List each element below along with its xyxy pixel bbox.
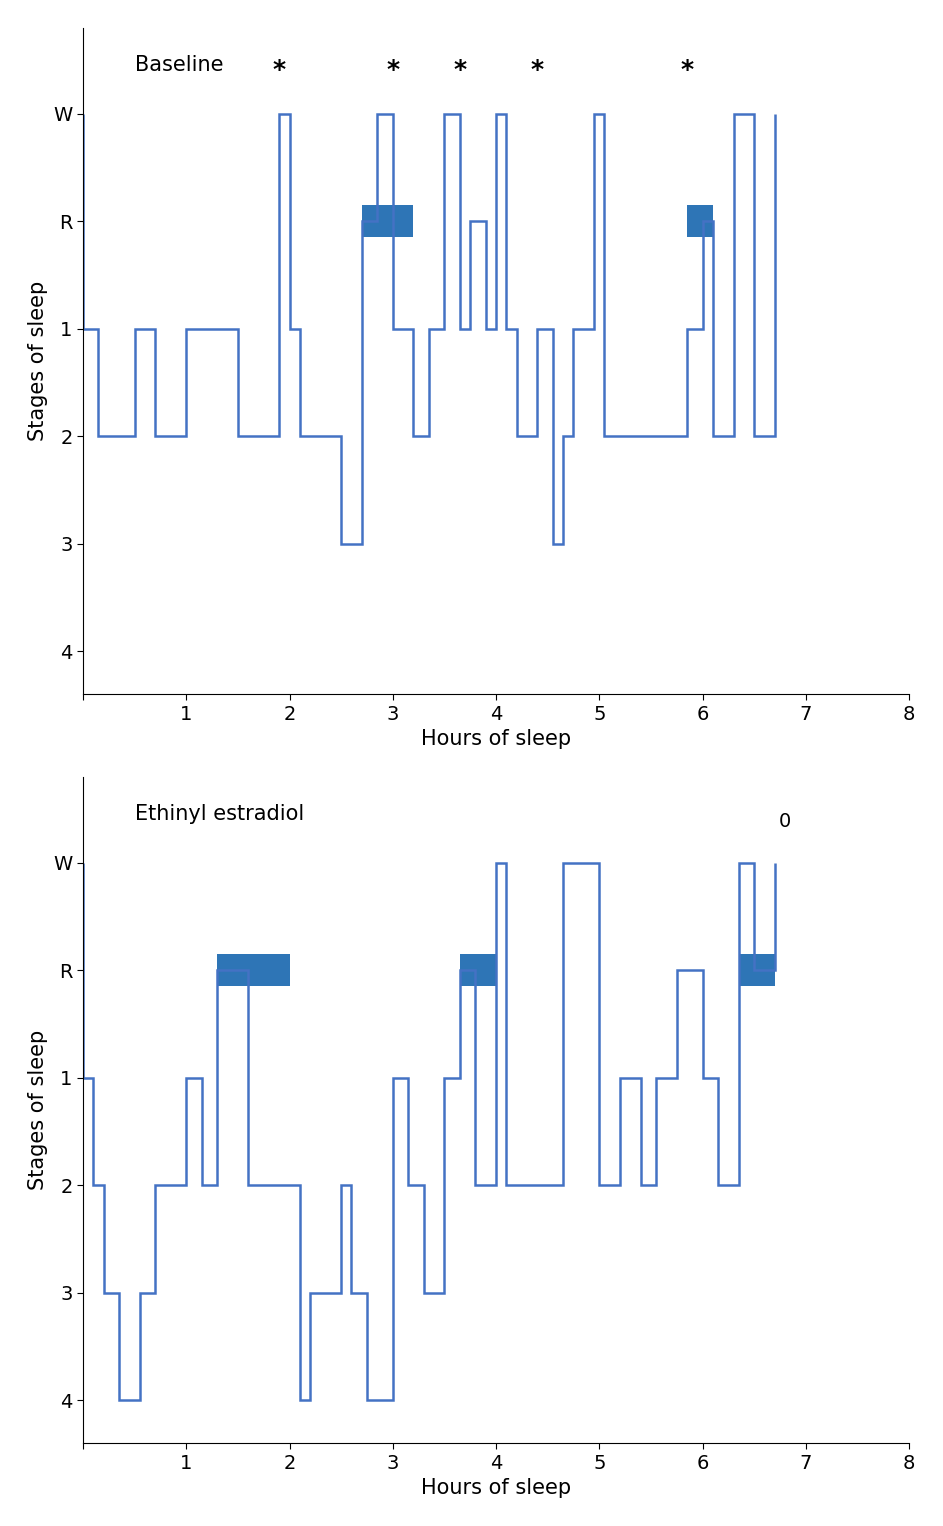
Text: *: * [387, 58, 399, 81]
Bar [460, 954, 496, 986]
Text: *: * [531, 58, 544, 81]
Text: *: * [454, 58, 467, 81]
X-axis label: Hours of sleep: Hours of sleep [421, 729, 571, 749]
X-axis label: Hours of sleep: Hours of sleep [421, 1479, 571, 1499]
Y-axis label: Stages of sleep: Stages of sleep [27, 281, 48, 441]
Bar [362, 204, 413, 238]
Text: Baseline: Baseline [135, 55, 223, 75]
Text: *: * [273, 58, 286, 81]
Y-axis label: Stages of sleep: Stages of sleep [27, 1030, 48, 1190]
Bar [217, 954, 290, 986]
Text: *: * [681, 58, 694, 81]
Bar [738, 954, 775, 986]
Bar [687, 204, 713, 238]
Text: Ethinyl estradiol: Ethinyl estradiol [135, 804, 304, 824]
Text: 0: 0 [779, 812, 791, 830]
